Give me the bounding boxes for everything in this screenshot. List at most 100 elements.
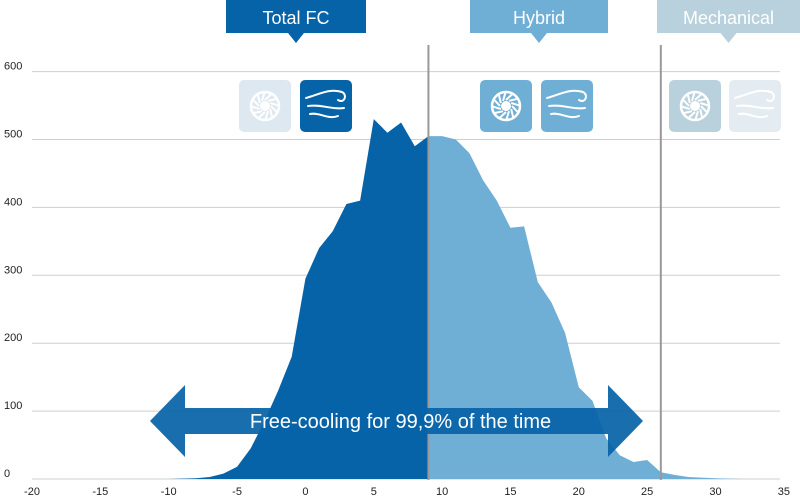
wind-icon bbox=[729, 80, 781, 132]
fan-blade bbox=[505, 92, 514, 101]
fan-blade bbox=[270, 105, 279, 114]
y-tick-label: 400 bbox=[4, 196, 22, 208]
wind-line bbox=[305, 89, 346, 102]
fan-blade bbox=[497, 93, 502, 104]
threshold-lines bbox=[427, 45, 662, 480]
fan-blade bbox=[264, 110, 269, 121]
x-tick-label: 35 bbox=[778, 486, 790, 498]
zone-title: Hybrid bbox=[513, 8, 565, 28]
zone-banner-box bbox=[226, 0, 366, 33]
y-tick-label: 100 bbox=[4, 400, 22, 412]
zone-banner-pointer bbox=[531, 33, 547, 43]
zone-banner-box bbox=[657, 0, 800, 33]
fan-blade bbox=[491, 105, 502, 110]
wind-icon bbox=[541, 80, 593, 132]
x-tick-label: -15 bbox=[92, 486, 108, 498]
zone-banner-box bbox=[470, 0, 608, 33]
zone-banners: Total FC Hybrid Mechanical bbox=[226, 0, 800, 43]
fan-blade bbox=[687, 111, 696, 120]
fan-blade bbox=[498, 111, 507, 120]
fan-blade bbox=[699, 102, 710, 107]
wind-line bbox=[738, 112, 768, 119]
fan-blade bbox=[700, 105, 709, 114]
fan-blade bbox=[686, 93, 691, 104]
x-tick-label: 10 bbox=[436, 486, 448, 498]
fan-icon bbox=[239, 80, 291, 132]
fan-blade bbox=[682, 110, 693, 115]
zone-banner-pointer bbox=[288, 33, 304, 43]
fan-blade bbox=[267, 97, 278, 102]
x-tick-label: 15 bbox=[504, 486, 516, 498]
fan-blade bbox=[694, 110, 699, 121]
x-tick-label: 25 bbox=[641, 486, 653, 498]
wind-line bbox=[546, 89, 587, 102]
distribution-area bbox=[168, 119, 743, 479]
wind-line bbox=[309, 112, 339, 119]
wind-line bbox=[734, 89, 775, 102]
zone-title: Total FC bbox=[262, 8, 329, 28]
fan-blade bbox=[680, 105, 691, 110]
fan-hub bbox=[690, 101, 700, 111]
x-tick-label: 5 bbox=[371, 486, 377, 498]
wind-line bbox=[307, 104, 345, 110]
y-tick-label: 500 bbox=[4, 129, 22, 141]
zone-banner-0: Total FC bbox=[226, 0, 366, 43]
fan-blade bbox=[699, 108, 704, 119]
fan-hub bbox=[260, 101, 270, 111]
wind-line bbox=[736, 104, 774, 110]
wind-line bbox=[548, 104, 586, 110]
fan-blade bbox=[510, 108, 515, 119]
fan-blade bbox=[250, 105, 261, 110]
free-cooling-arrow: Free-cooling for 99,9% of the time bbox=[150, 385, 643, 457]
x-tick-label: -10 bbox=[161, 486, 177, 498]
fan-blade bbox=[269, 108, 274, 119]
fan-blade bbox=[493, 110, 504, 115]
area-hybrid bbox=[428, 136, 743, 479]
x-tick-label: 30 bbox=[709, 486, 721, 498]
x-tick-label: 0 bbox=[302, 486, 308, 498]
arrow-shape bbox=[150, 385, 643, 457]
zone-banner-1: Hybrid bbox=[470, 0, 608, 43]
fan-blade bbox=[256, 93, 261, 104]
arrow-label: Free-cooling for 99,9% of the time bbox=[250, 411, 551, 433]
wind-icon bbox=[300, 80, 352, 132]
y-tick-label: 300 bbox=[4, 264, 22, 276]
area-total-fc bbox=[168, 119, 429, 479]
fan-ring bbox=[249, 90, 281, 122]
fan-blade bbox=[251, 98, 260, 107]
fan-blade bbox=[492, 98, 501, 107]
x-tick-label: 20 bbox=[573, 486, 585, 498]
fan-blade bbox=[510, 102, 521, 107]
fan-blade bbox=[694, 92, 703, 101]
fan-blade bbox=[691, 91, 696, 102]
y-tick-label: 600 bbox=[4, 61, 22, 73]
zone-banner-2: Mechanical bbox=[657, 0, 800, 43]
y-tick-label: 200 bbox=[4, 332, 22, 344]
x-tick-label: -20 bbox=[24, 486, 40, 498]
fan-blade bbox=[681, 98, 690, 107]
fan-blade bbox=[264, 92, 273, 101]
zone-banner-pointer bbox=[720, 33, 737, 43]
fan-blade bbox=[261, 91, 266, 102]
zone-icons bbox=[239, 80, 781, 132]
fan-ring bbox=[490, 90, 522, 122]
fan-blade bbox=[508, 97, 519, 102]
x-tick-label: -5 bbox=[232, 486, 242, 498]
x-axis: -20 -15 -10 -5 0 5 10 15 20 25 30 35 bbox=[24, 486, 790, 498]
fan-blade bbox=[257, 111, 266, 120]
fan-hub bbox=[501, 101, 511, 111]
y-tick-label: 0 bbox=[4, 468, 10, 480]
y-axis: 0 100 200 300 400 500 600 bbox=[4, 61, 22, 480]
zone-title: Mechanical bbox=[683, 8, 774, 28]
fan-blade bbox=[502, 91, 507, 102]
fan-ring bbox=[679, 90, 711, 122]
fan-blade bbox=[269, 102, 280, 107]
fan-icon bbox=[669, 80, 721, 132]
fan-blade bbox=[505, 110, 510, 121]
fan-blade bbox=[697, 97, 708, 102]
wind-line bbox=[550, 112, 580, 119]
fan-icon bbox=[480, 80, 532, 132]
fan-blade bbox=[511, 105, 520, 114]
fan-blade bbox=[252, 110, 263, 115]
